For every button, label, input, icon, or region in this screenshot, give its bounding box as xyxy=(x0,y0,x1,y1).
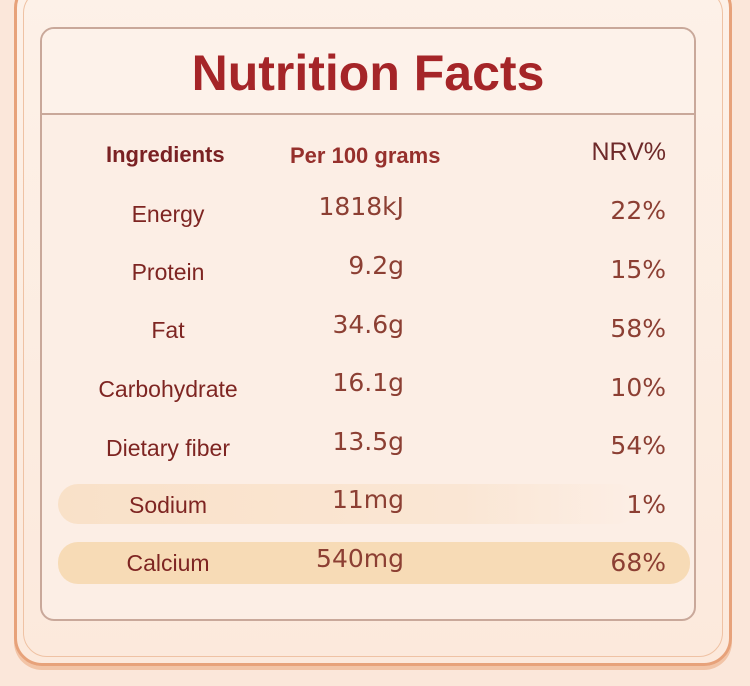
nutrition-facts-panel: Nutrition Facts Ingredients Per 100 gram… xyxy=(40,27,696,621)
header-nrv: NRV% xyxy=(591,138,666,166)
row-per-dietary-fiber: 13.5g xyxy=(332,427,404,456)
row-nrv-protein: 15% xyxy=(610,255,666,284)
row-per-sodium: 11mg xyxy=(331,485,404,514)
row-per-carbohydrate: 16.1g xyxy=(332,368,404,397)
page-title: Nutrition Facts xyxy=(191,45,545,101)
row-name-energy: Energy xyxy=(131,201,205,227)
row-name-carbohydrate: Carbohydrate xyxy=(98,376,238,402)
row-per-fat: 34.6g xyxy=(332,310,404,339)
row-name-fat: Fat xyxy=(151,317,185,343)
row-name-calcium: Calcium xyxy=(126,550,210,576)
row-name-sodium: Sodium xyxy=(129,492,207,518)
row-name-protein: Protein xyxy=(131,259,205,285)
row-per-energy: 1818kJ xyxy=(318,192,404,221)
row-nrv-carbohydrate: 10% xyxy=(610,373,666,402)
header-per-100-grams: Per 100 grams xyxy=(290,143,441,168)
row-nrv-energy: 22% xyxy=(610,196,666,225)
row-nrv-dietary-fiber: 54% xyxy=(610,431,666,460)
sodium-row-highlight xyxy=(58,484,638,524)
row-nrv-fat: 58% xyxy=(610,314,666,343)
row-per-calcium: 540mg xyxy=(316,544,404,573)
decorative-inner-border xyxy=(23,0,723,657)
title-band: Nutrition Facts xyxy=(42,29,694,115)
calcium-row-highlight xyxy=(58,542,690,584)
row-per-protein: 9.2g xyxy=(348,251,404,280)
row-nrv-sodium: 1% xyxy=(626,490,666,519)
row-name-dietary-fiber: Dietary fiber xyxy=(106,435,230,461)
header-ingredients: Ingredients xyxy=(106,142,225,167)
row-nrv-calcium: 68% xyxy=(610,548,666,577)
